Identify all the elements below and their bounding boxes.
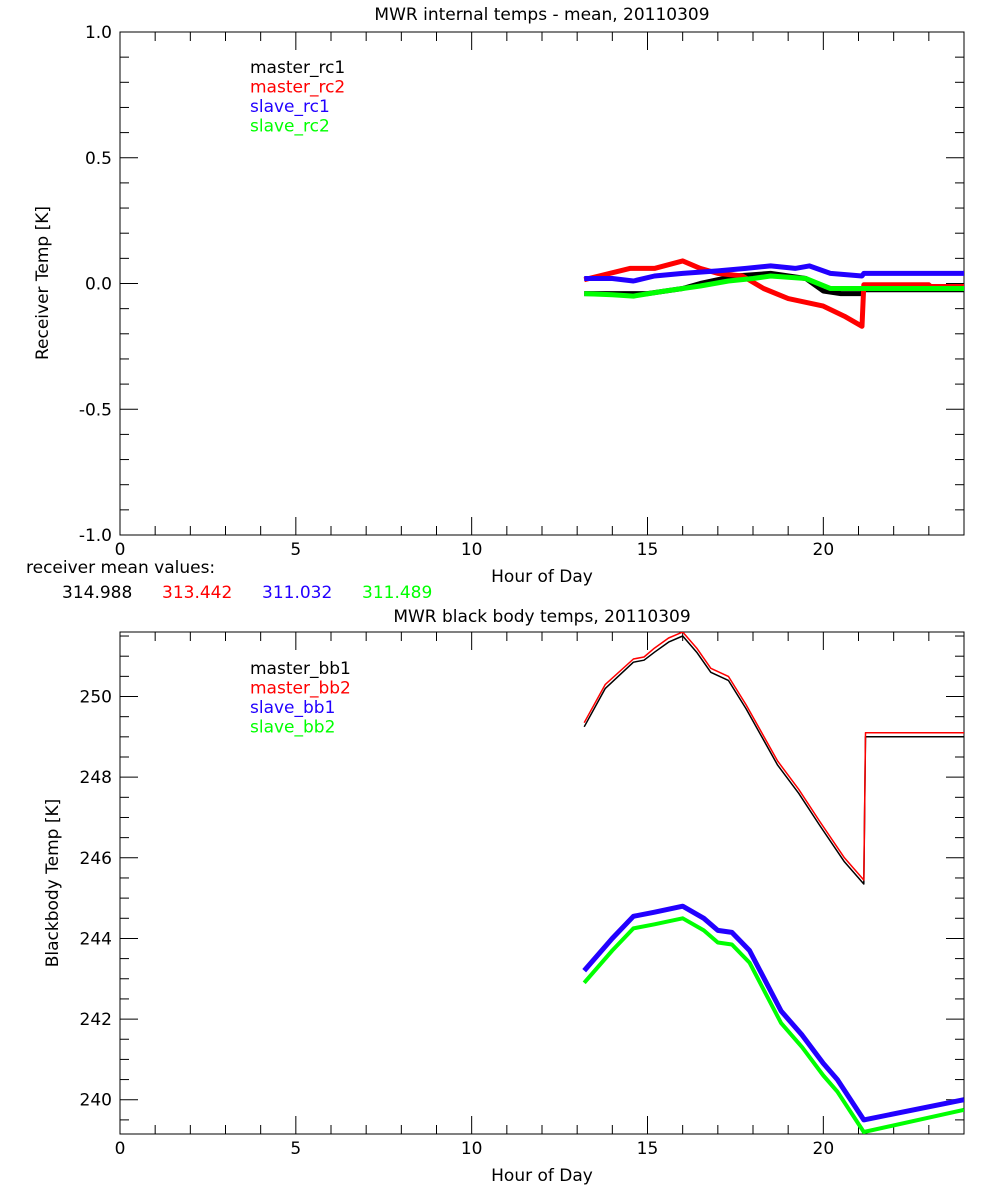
legend-entry: slave_bb2 [250, 718, 335, 738]
y-axis-label: Blackbody Temp [K] [43, 799, 63, 968]
y-tick-label: -0.5 [79, 400, 112, 420]
y-tick-label: 244 [80, 929, 112, 949]
x-tick-label: 10 [461, 1139, 483, 1159]
x-tick-label: 15 [637, 1139, 659, 1159]
y-tick-label: -1.0 [79, 526, 112, 546]
receiver-mean-value: 311.489 [362, 583, 432, 603]
receiver-mean-label: receiver mean values: [26, 558, 215, 578]
x-tick-label: 5 [290, 1139, 301, 1159]
y-tick-label: 248 [80, 768, 112, 788]
x-tick-label: 20 [813, 1139, 835, 1159]
receiver-mean-value: 311.032 [262, 583, 332, 603]
series-line-slave_bb1 [582, 903, 964, 1123]
y-axis-label: Receiver Temp [K] [33, 206, 53, 360]
x-tick-label: 0 [115, 1139, 126, 1159]
x-tick-label: 10 [461, 540, 483, 560]
receiver-mean-value: 314.988 [62, 583, 132, 603]
series-line-slave_rc1 [584, 263, 964, 284]
series-line-master_bb1 [583, 635, 964, 885]
x-tick-label: 5 [290, 540, 301, 560]
legend-entry: master_rc2 [250, 78, 345, 98]
plot-area-receiver: 0 5 10 15 20 -1.0 -0.5 0.0 0.5 1.0 master_rc1maste… [79, 23, 965, 560]
legend-entry: slave_rc1 [250, 97, 330, 117]
chart-title: MWR black body temps, 20110309 [393, 607, 690, 627]
legend-entry: slave_bb1 [250, 698, 335, 718]
chart-title: MWR internal temps - mean, 20110309 [374, 5, 709, 25]
x-tick-label: 20 [813, 540, 835, 560]
x-axis-label: Hour of Day [491, 567, 593, 587]
plot-frame [119, 631, 965, 1135]
y-tick-label: 246 [80, 849, 112, 869]
legend-entry: master_rc1 [250, 58, 345, 78]
y-tick-label: 0.5 [85, 149, 112, 169]
legend-entry: master_bb2 [250, 679, 351, 699]
plot-frame [119, 31, 965, 536]
y-tick-label: 0.0 [85, 275, 112, 295]
y-tick-label: 1.0 [85, 23, 112, 43]
receiver-mean-value: 313.442 [162, 583, 232, 603]
x-tick-label: 15 [637, 540, 659, 560]
legend-entry: master_bb1 [250, 659, 351, 679]
series-line-slave_bb2 [582, 916, 964, 1134]
y-tick-label: 240 [80, 1091, 112, 1111]
series-line-master_rc2 [583, 258, 964, 329]
series-line-slave_rc2 [584, 273, 964, 299]
legend-entry: slave_rc2 [250, 117, 330, 137]
plot-area-blackbody: 0 5 10 15 20 240 242 244 246 248 250 master_bb1mast… [80, 631, 965, 1159]
y-tick-label: 242 [80, 1010, 112, 1030]
x-axis-label: Hour of Day [491, 1166, 593, 1186]
series-line-master_bb2 [583, 632, 964, 881]
x-tick-label: 0 [115, 540, 126, 560]
y-tick-label: 250 [80, 688, 112, 708]
